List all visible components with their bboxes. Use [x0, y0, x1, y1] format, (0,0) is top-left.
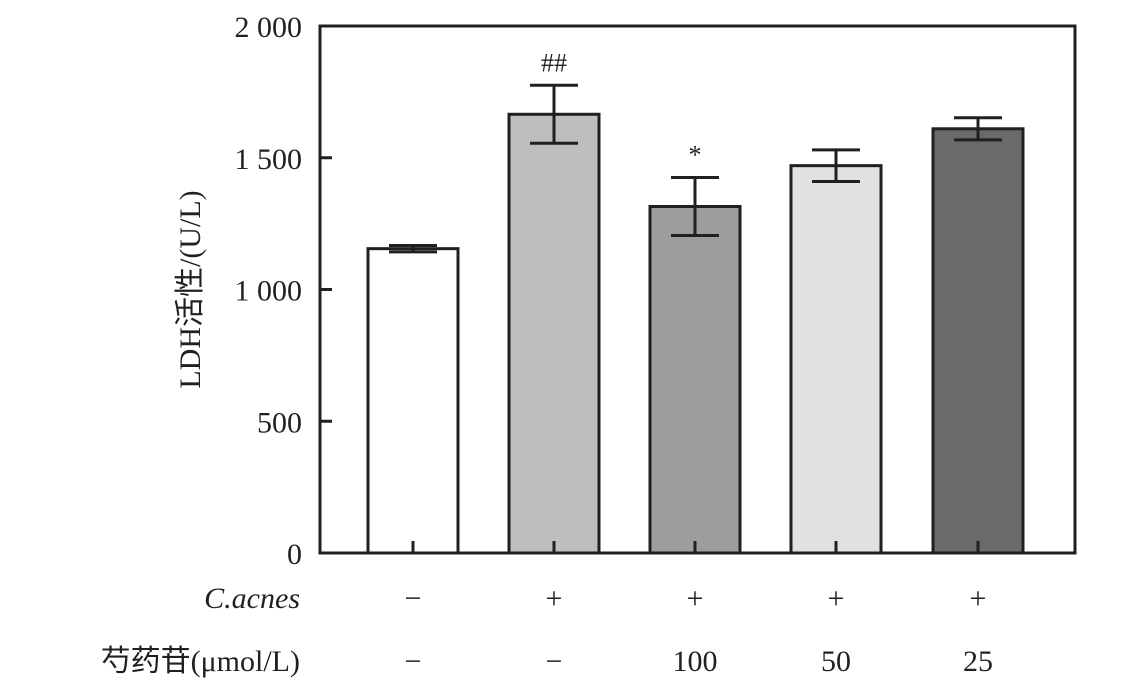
y-tick-label: 500 [257, 406, 302, 439]
bar-5 [931, 127, 1025, 555]
annotations-layer: ## * [541, 48, 702, 169]
error-bar-3 [671, 176, 719, 237]
condition-row-label: 芍药苷(μmol/L) [101, 645, 300, 678]
condition-cell: − [405, 645, 422, 678]
y-tick-label: 2 000 [235, 11, 303, 44]
significance-mark: * [689, 141, 702, 170]
y-tick-label: 1 000 [235, 275, 303, 308]
condition-cell: − [546, 645, 563, 678]
condition-row-label: C.acnes [204, 582, 300, 615]
bar-2 [507, 112, 601, 555]
error-bar-4 [812, 148, 860, 183]
bars-layer [366, 112, 1025, 555]
condition-cell: − [405, 582, 422, 615]
condition-cell: + [970, 582, 987, 615]
condition-cell: 100 [673, 645, 718, 678]
bar-4 [789, 164, 883, 555]
condition-cell: + [687, 582, 704, 615]
error-bar-1 [389, 243, 437, 254]
bar-1 [366, 247, 460, 555]
error-bar-2 [530, 83, 578, 145]
error-bar-5 [954, 116, 1002, 142]
y-axis-title: LDH活性/(U/L) [174, 190, 207, 388]
y-tick-label: 1 500 [235, 143, 303, 176]
condition-cell: 25 [963, 645, 993, 678]
y-ticks-layer: 0 500 1 000 1 500 2 000 [235, 11, 332, 571]
condition-cell: + [546, 582, 563, 615]
bar-3 [648, 204, 742, 555]
condition-cell: + [828, 582, 845, 615]
y-tick-label: 0 [287, 538, 302, 571]
significance-mark: ## [541, 48, 567, 77]
error-bars-layer [389, 83, 1002, 254]
condition-cell: 50 [821, 645, 851, 678]
condition-table: C.acnes − + + + + 芍药苷(μmol/L) − − 100 50 25 [101, 582, 993, 678]
